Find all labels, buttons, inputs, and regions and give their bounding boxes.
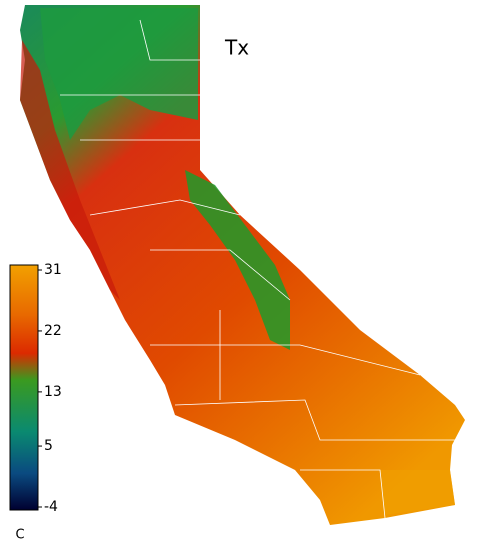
coast-region bbox=[20, 40, 120, 300]
legend-tick-label: 31 bbox=[44, 262, 62, 278]
legend-tick-label: 13 bbox=[44, 384, 62, 400]
sierra-region bbox=[185, 170, 290, 350]
color-legend: C -4 5 13 22 31 bbox=[9, 262, 62, 543]
legend-unit: C bbox=[15, 528, 24, 543]
state-map: Tx bbox=[20, 5, 465, 525]
legend-tick-label: -4 bbox=[44, 499, 58, 515]
desert-region bbox=[380, 470, 455, 515]
color-bar bbox=[9, 264, 39, 511]
map-title: Tx bbox=[224, 36, 249, 60]
forest-region bbox=[40, 8, 198, 140]
county-lines bbox=[60, 19, 455, 519]
legend-tick-label: 22 bbox=[44, 323, 62, 339]
legend-tick-label: 5 bbox=[44, 438, 53, 454]
